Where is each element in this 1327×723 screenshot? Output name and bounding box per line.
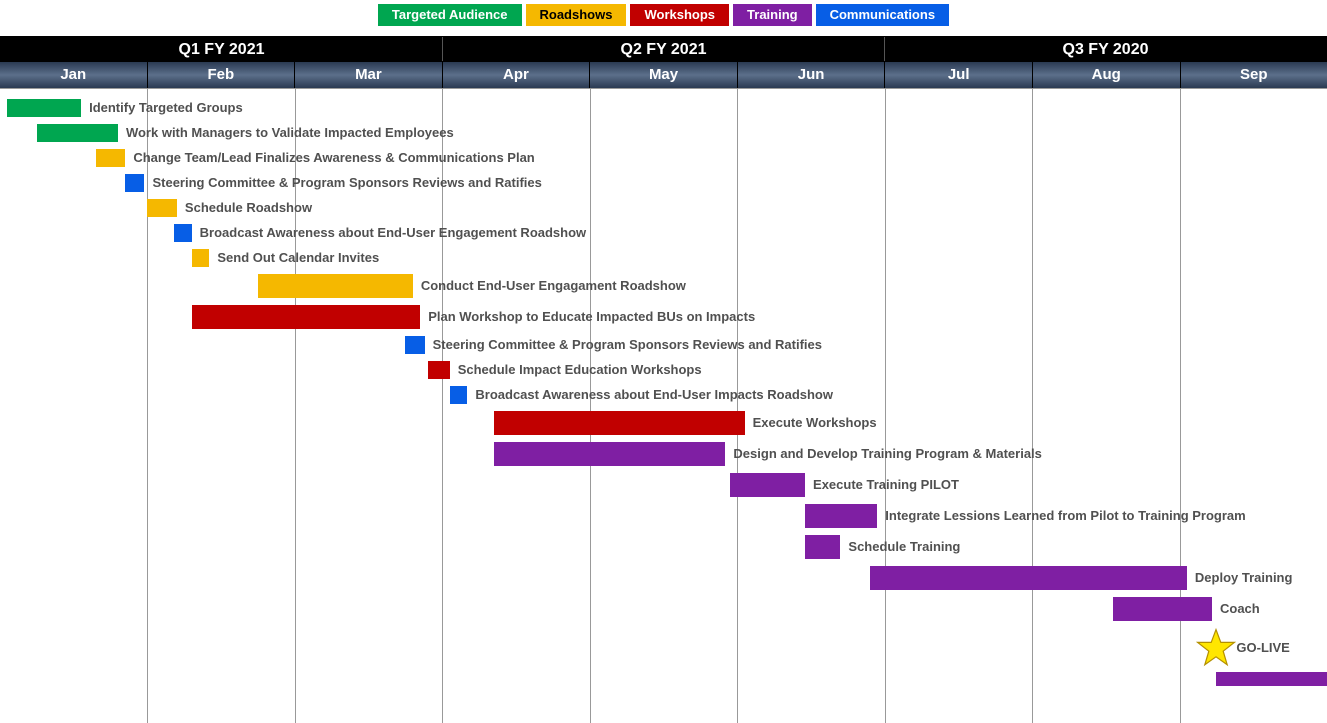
month-cell: Jan: [0, 62, 148, 88]
legend-item-training: Training: [733, 4, 812, 26]
gantt-task: Steering Committee & Program Sponsors Re…: [125, 174, 542, 192]
legend-item-roadshows: Roadshows: [526, 4, 627, 26]
gantt-bar: [192, 249, 210, 267]
gantt-bar: [147, 199, 176, 217]
gantt-task-label: Change Team/Lead Finalizes Awareness & C…: [133, 149, 534, 167]
quarter-cell: Q2 FY 2021: [443, 37, 885, 61]
gantt-bar: [7, 99, 81, 117]
gantt-bar: [37, 124, 118, 142]
gantt-task-label: Broadcast Awareness about End-User Engag…: [200, 224, 586, 242]
legend-item-workshops: Workshops: [630, 4, 729, 26]
gantt-task-label: Integrate Lessions Learned from Pilot to…: [885, 504, 1245, 528]
gantt-task: Design and Develop Training Program & Ma…: [494, 442, 1042, 466]
gantt-task-label: Execute Workshops: [753, 411, 877, 435]
gantt-bar: [494, 442, 725, 466]
gantt-task: Broadcast Awareness about End-User Engag…: [174, 224, 586, 242]
gantt-bar: [125, 174, 144, 192]
gantt-task-label: Work with Managers to Validate Impacted …: [126, 124, 454, 142]
grid-line: [1032, 89, 1033, 723]
golive-star-icon: [1196, 628, 1236, 668]
gantt-task: Plan Workshop to Educate Impacted BUs on…: [192, 305, 756, 329]
gantt-bar: [258, 274, 413, 298]
grid-line: [885, 89, 886, 723]
quarter-cell: Q3 FY 2020: [885, 37, 1326, 61]
gantt-task-label: Schedule Roadshow: [185, 199, 312, 217]
gantt-task: Conduct End-User Engagament Roadshow: [258, 274, 686, 298]
gantt-task-label: Execute Training PILOT: [813, 473, 959, 497]
legend-item-communications: Communications: [816, 4, 949, 26]
gantt-bar: [730, 473, 805, 497]
gantt-task: Integrate Lessions Learned from Pilot to…: [805, 504, 1246, 528]
gantt-task: Schedule Impact Education Workshops: [428, 361, 702, 379]
quarter-header: Q1 FY 2021 Q2 FY 2021 Q3 FY 2020: [0, 36, 1327, 62]
month-cell: Feb: [148, 62, 296, 88]
gantt-task: Deploy Training: [870, 566, 1293, 590]
gantt-bar: [1113, 597, 1212, 621]
gantt-task: Work with Managers to Validate Impacted …: [37, 124, 454, 142]
grid-line: [590, 89, 591, 723]
month-header: Jan Feb Mar Apr May Jun Jul Aug Sep: [0, 62, 1327, 88]
gantt-bar: [1216, 672, 1327, 686]
month-cell: Apr: [443, 62, 591, 88]
gantt-task-label: Steering Committee & Program Sponsors Re…: [433, 336, 822, 354]
gantt-bar: [870, 566, 1187, 590]
gantt-task-label: Steering Committee & Program Sponsors Re…: [152, 174, 541, 192]
gantt-bar: [405, 336, 424, 354]
grid-line: [737, 89, 738, 723]
gantt-task-label: Plan Workshop to Educate Impacted BUs on…: [428, 305, 755, 329]
legend: Targeted Audience Roadshows Workshops Tr…: [0, 4, 1327, 26]
gantt-task: Identify Targeted Groups: [7, 99, 242, 117]
month-cell: Jun: [738, 62, 886, 88]
month-cell: Mar: [295, 62, 443, 88]
month-cell: Jul: [885, 62, 1033, 88]
month-cell: Sep: [1181, 62, 1327, 88]
month-cell: Aug: [1033, 62, 1181, 88]
gantt-bar: [805, 504, 877, 528]
gantt-bar: [450, 386, 468, 404]
gantt-task-label: Schedule Training: [848, 535, 960, 559]
gantt-task-label: Send Out Calendar Invites: [217, 249, 379, 267]
gantt-task-label: Deploy Training: [1195, 566, 1293, 590]
gantt-task-label: Design and Develop Training Program & Ma…: [733, 442, 1041, 466]
gantt-task: Steering Committee & Program Sponsors Re…: [405, 336, 822, 354]
gantt-task: Schedule Training: [805, 535, 960, 559]
gantt-task: Execute Workshops: [494, 411, 877, 435]
gantt-task: Execute Training PILOT: [730, 473, 959, 497]
gantt-task: Change Team/Lead Finalizes Awareness & C…: [96, 149, 535, 167]
gantt-bar: [192, 305, 421, 329]
grid-line: [1180, 89, 1181, 723]
gantt-bar: [428, 361, 450, 379]
gantt-task: Schedule Roadshow: [147, 199, 312, 217]
gantt-task-label: Coach: [1220, 597, 1260, 621]
gantt-task-label: Broadcast Awareness about End-User Impac…: [475, 386, 833, 404]
gantt-task: Broadcast Awareness about End-User Impac…: [450, 386, 833, 404]
gantt-chart: Identify Targeted Groups Work with Manage…: [0, 88, 1327, 723]
quarter-cell: Q1 FY 2021: [1, 37, 443, 61]
gantt-task: Send Out Calendar Invites: [192, 249, 380, 267]
gantt-task-label: Identify Targeted Groups: [89, 99, 243, 117]
gantt-bar: [805, 535, 840, 559]
gantt-task-label: Schedule Impact Education Workshops: [458, 361, 702, 379]
gantt-bar: [494, 411, 745, 435]
gantt-bar: [174, 224, 192, 242]
gantt-task-label: Conduct End-User Engagament Roadshow: [421, 274, 686, 298]
golive-label: GO-LIVE: [1236, 640, 1289, 655]
gantt-task: Coach: [1113, 597, 1260, 621]
gantt-bar: [96, 149, 125, 167]
month-cell: May: [590, 62, 738, 88]
legend-item-targeted-audience: Targeted Audience: [378, 4, 522, 26]
